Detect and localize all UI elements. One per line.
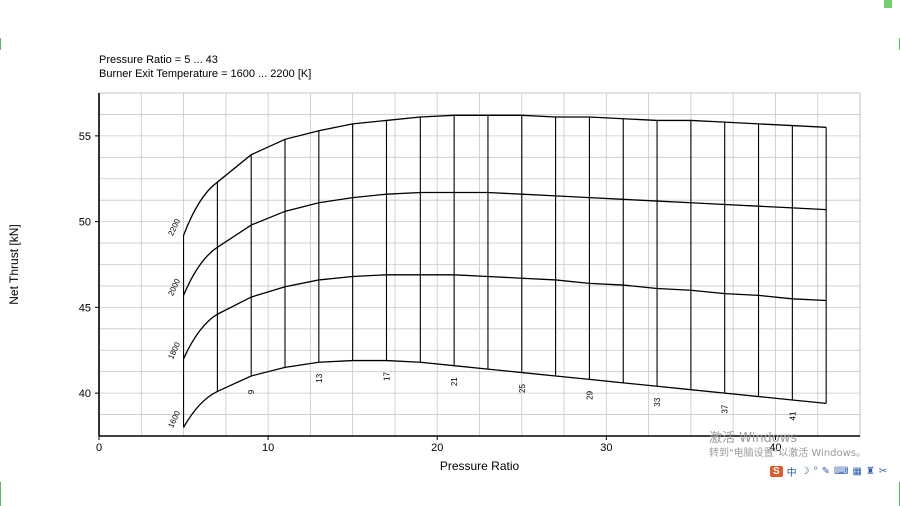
pressure-ratio-label: 33 <box>653 397 662 406</box>
pressure-ratio-label: 17 <box>382 372 391 381</box>
ime-badge-icon[interactable]: S <box>770 465 783 477</box>
series-label-1600: 1600 <box>166 409 182 429</box>
x-tick-label: 0 <box>96 442 102 454</box>
x-tick-label: 20 <box>431 442 443 454</box>
series-label-2000: 2000 <box>166 277 182 297</box>
watermark-subtitle: 转到"电脑设置"以激活 Windows。 <box>709 448 867 459</box>
corner-marker-top-left <box>0 38 1 50</box>
x-tick-label: 30 <box>600 442 612 454</box>
pressure-ratio-label: 25 <box>518 384 527 393</box>
corner-square-top-right <box>884 0 892 8</box>
grid-lines <box>98 92 861 437</box>
y-tick-label: 55 <box>79 131 91 143</box>
watermark-title: 激活 Windows <box>709 431 798 446</box>
pressure-ratio-label: 13 <box>315 373 324 382</box>
pressure-ratio-label: 37 <box>721 404 730 413</box>
x-tick-label: 40 <box>769 442 781 454</box>
pressure-ratio-label: 29 <box>585 390 594 399</box>
ime-language[interactable]: 中 <box>786 467 797 479</box>
series-line-2000 <box>182 191 827 296</box>
series-line-2200 <box>182 114 827 236</box>
grid-icon[interactable]: ▦ <box>852 465 862 477</box>
keyboard-icon[interactable]: ⌨ <box>834 465 849 477</box>
tools-icon[interactable]: ✂ <box>878 465 888 477</box>
series-line-1600 <box>182 359 827 428</box>
pressure-ratio-label: 9 <box>247 389 256 394</box>
system-tray: S 中 ☽ ° ✎ ⌨ ▦ ♜ ✂ <box>770 464 888 479</box>
pressure-ratio-label: 41 <box>788 411 797 420</box>
moon-icon[interactable]: ☽ <box>800 465 810 477</box>
chart-subtitle-pressure-ratio: Pressure Ratio = 5 ... 43 <box>99 54 218 66</box>
series-label-2200: 2200 <box>166 217 182 237</box>
axes: 0 10 20 30 40 40 45 50 55 Pressure Ratio Net Thrus… <box>7 93 860 473</box>
corner-marker-bottom-left <box>0 482 1 506</box>
carpet-lines <box>182 114 827 428</box>
y-tick-label: 50 <box>79 217 91 229</box>
x-tick-label: 10 <box>262 442 274 454</box>
mic-icon[interactable]: ✎ <box>821 465 831 477</box>
comma-icon[interactable]: ° <box>813 465 818 477</box>
pressure-ratio-label: 21 <box>450 377 459 386</box>
chart-subtitle-burner-temperature: Burner Exit Temperature = 1600 ... 2200 … <box>99 68 312 80</box>
y-tick-label: 45 <box>79 302 91 314</box>
y-tick-label: 40 <box>79 388 91 400</box>
x-axis-label: Pressure Ratio <box>440 459 520 473</box>
shirt-icon[interactable]: ♜ <box>865 465 875 477</box>
y-axis-label: Net Thrust [kN] <box>7 224 21 304</box>
series-line-1800 <box>182 274 827 360</box>
